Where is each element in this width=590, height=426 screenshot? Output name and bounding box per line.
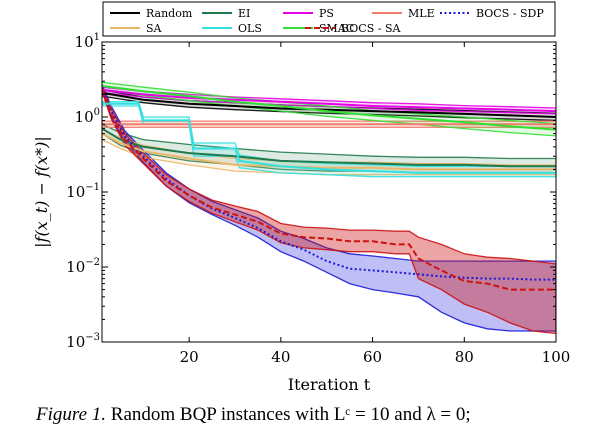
legend-label-sa: SA xyxy=(146,22,163,35)
x-tick-label: 60 xyxy=(363,348,382,366)
legend-label-bocs-sa: BOCS - SA xyxy=(341,22,402,35)
caption-label: Figure 1. xyxy=(36,404,107,425)
legend-label-ols: OLS xyxy=(238,22,262,35)
x-axis-label: Iteration t xyxy=(288,375,371,394)
y-tick-label: 100 xyxy=(75,107,100,126)
figure-caption: Figure 1. Random BQP instances with Lᶜ =… xyxy=(36,404,590,426)
x-tick-label: 80 xyxy=(455,348,474,366)
band-bocs-sdp xyxy=(102,84,556,332)
line-smac xyxy=(102,84,556,131)
series-lines xyxy=(102,84,556,291)
legend-label-ei: EI xyxy=(238,7,250,20)
y-tick-label: 10−3 xyxy=(66,332,100,351)
x-tick-label: 40 xyxy=(271,348,290,366)
x-tick-label: 20 xyxy=(180,348,199,366)
y-tick-label: 101 xyxy=(75,32,100,51)
line-random xyxy=(102,91,556,118)
legend-label-mle: MLE xyxy=(408,7,435,20)
legend-label-random: Random xyxy=(146,7,193,20)
legend-label-smac: SMAC xyxy=(319,22,354,35)
legend-label-bocs-sdp: BOCS - SDP xyxy=(476,7,544,20)
y-axis-label: |f(x_t) − f(x*)| xyxy=(32,136,51,248)
line-bocs-sa xyxy=(102,88,556,291)
legend-box xyxy=(102,1,556,37)
caption-text: Random BQP instances with Lᶜ = 10 and λ … xyxy=(110,404,471,425)
line-ps xyxy=(102,88,556,113)
y-axis: 10−3 10−2 10−1 100 101 xyxy=(66,32,556,351)
line-ei xyxy=(102,127,556,168)
y-tick-label: 10−2 xyxy=(66,257,100,276)
y-tick-label: 10−1 xyxy=(66,182,100,201)
line-ols xyxy=(102,102,556,174)
legend-label-ps: PS xyxy=(319,7,334,20)
convergence-chart: 20 40 60 80 100 10−3 10−2 10−1 100 101 Iteration… xyxy=(32,1,571,394)
x-tick-label: 100 xyxy=(542,348,571,366)
x-axis: 20 40 60 80 100 xyxy=(180,42,571,366)
